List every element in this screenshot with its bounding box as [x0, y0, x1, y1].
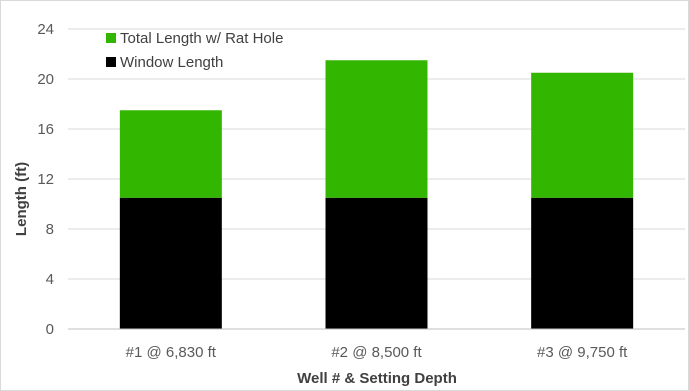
- legend-label: Total Length w/ Rat Hole: [120, 30, 283, 47]
- x-tick-label: #3 @ 9,750 ft: [537, 344, 628, 361]
- y-axis-title: Length (ft): [13, 162, 30, 236]
- bar-window-length-3: [531, 197, 634, 329]
- bar-total-length-3: [531, 72, 634, 198]
- x-axis-title: Well # & Setting Depth: [297, 370, 457, 387]
- x-tick-label: #1 @ 6,830 ft: [126, 344, 217, 361]
- x-tick-label: #2 @ 8,500 ft: [331, 344, 422, 361]
- y-tick-label: 0: [46, 321, 54, 338]
- legend-swatch: [106, 33, 116, 43]
- y-tick-label: 20: [37, 71, 54, 88]
- legend-swatch: [106, 57, 116, 67]
- x-axis-ticks: #1 @ 6,830 ft #2 @ 8,500 ft #3 @ 9,750 ft: [126, 344, 628, 361]
- y-tick-label: 4: [46, 271, 54, 288]
- legend: Total Length w/ Rat Hole Window Length: [106, 30, 283, 71]
- y-tick-label: 8: [46, 221, 54, 238]
- bar-total-length-1: [119, 110, 222, 198]
- bar-window-length-1: [119, 197, 222, 329]
- y-tick-label: 12: [37, 171, 54, 188]
- bar-window-length-2: [325, 197, 428, 329]
- y-tick-label: 16: [37, 121, 54, 138]
- y-tick-label: 24: [37, 21, 54, 38]
- y-axis-ticks: 0 4 8 12 16 20 24: [37, 21, 54, 338]
- legend-label: Window Length: [120, 54, 223, 71]
- bars: [119, 60, 634, 329]
- bar-total-length-2: [325, 60, 428, 198]
